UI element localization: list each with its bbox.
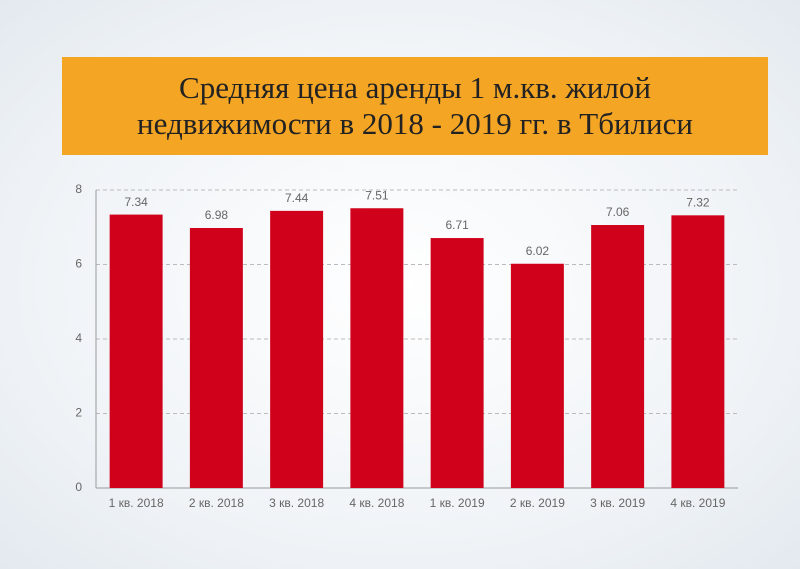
x-tick-label: 2 кв. 2019	[510, 496, 565, 510]
chart-title: Средняя цена аренды 1 м.кв. жилой недвиж…	[62, 57, 768, 155]
y-tick-label: 2	[75, 406, 82, 420]
data-label: 7.51	[365, 188, 389, 202]
data-label: 7.44	[285, 191, 309, 205]
x-tick-label: 3 кв. 2018	[269, 496, 324, 510]
bar	[591, 225, 645, 488]
bar	[671, 215, 725, 488]
bar	[270, 210, 324, 489]
x-tick-label: 4 кв. 2019	[670, 496, 725, 510]
data-label: 6.71	[445, 218, 469, 232]
bar	[430, 238, 484, 488]
y-tick-label: 6	[75, 257, 82, 271]
x-tick-label: 4 кв. 2018	[349, 496, 404, 510]
bar	[510, 263, 564, 488]
y-tick-label: 8	[75, 182, 82, 196]
data-label: 7.06	[606, 205, 630, 219]
bar	[350, 208, 404, 488]
y-tick-label: 0	[75, 480, 82, 494]
bar	[189, 227, 243, 488]
x-tick-label: 1 кв. 2019	[430, 496, 485, 510]
data-label: 7.32	[686, 196, 710, 210]
data-label: 7.34	[124, 195, 148, 209]
x-tick-label: 3 кв. 2019	[590, 496, 645, 510]
y-tick-label: 4	[75, 331, 82, 345]
x-tick-label: 2 кв. 2018	[189, 496, 244, 510]
x-tick-label: 1 кв. 2018	[109, 496, 164, 510]
bar	[109, 214, 163, 488]
data-label: 6.98	[205, 208, 229, 222]
data-label: 6.02	[526, 244, 550, 258]
